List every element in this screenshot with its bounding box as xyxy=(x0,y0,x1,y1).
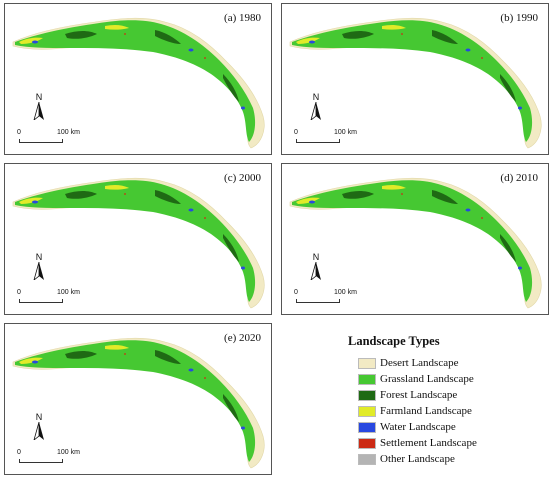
river-basin-map xyxy=(289,177,542,309)
panel-label: (c) 2000 xyxy=(224,172,261,184)
north-arrow-icon: N xyxy=(306,252,326,285)
legend-title: Landscape Types xyxy=(348,334,440,348)
legend-item-forest: Forest Landscape xyxy=(358,387,538,403)
legend-swatch xyxy=(358,437,376,449)
map-panel-2000: (c) 2000 N 0 100 km xyxy=(4,163,272,315)
north-arrow-icon: N xyxy=(29,412,49,445)
panel-label: (e) 2020 xyxy=(224,332,261,344)
map-panel-1990: (b) 1990 N 0 100 km xyxy=(281,3,549,155)
legend-swatch xyxy=(358,389,376,401)
map-panel-1980: (a) 1980 N 0 100 km xyxy=(4,3,272,155)
legend-item-grassland: Grassland Landscape xyxy=(358,371,538,387)
panel-label: (d) 2010 xyxy=(500,172,538,184)
legend-swatch xyxy=(358,357,376,369)
legend-item-other: Other Landscape xyxy=(358,451,538,467)
legend-swatch xyxy=(358,405,376,417)
legend: Landscape Types Desert Landscape Grassla… xyxy=(348,334,538,467)
river-basin-map xyxy=(289,17,542,149)
panel-label: (a) 1980 xyxy=(224,12,261,24)
river-basin-map xyxy=(12,177,265,309)
legend-item-settlement: Settlement Landscape xyxy=(358,435,538,451)
legend-item-farmland: Farmland Landscape xyxy=(358,403,538,419)
legend-item-water: Water Landscape xyxy=(358,419,538,435)
river-basin-map xyxy=(12,337,265,469)
map-panel-2010: (d) 2010 N 0 100 km xyxy=(281,163,549,315)
legend-swatch xyxy=(358,453,376,465)
legend-swatch xyxy=(358,373,376,385)
map-panel-2020: (e) 2020 N 0 100 km xyxy=(4,323,272,475)
river-basin-map xyxy=(12,17,265,149)
north-arrow-icon: N xyxy=(306,92,326,125)
panel-label: (b) 1990 xyxy=(500,12,538,24)
north-arrow-icon: N xyxy=(29,92,49,125)
legend-swatch xyxy=(358,421,376,433)
north-arrow-icon: N xyxy=(29,252,49,285)
legend-item-desert: Desert Landscape xyxy=(358,355,538,371)
